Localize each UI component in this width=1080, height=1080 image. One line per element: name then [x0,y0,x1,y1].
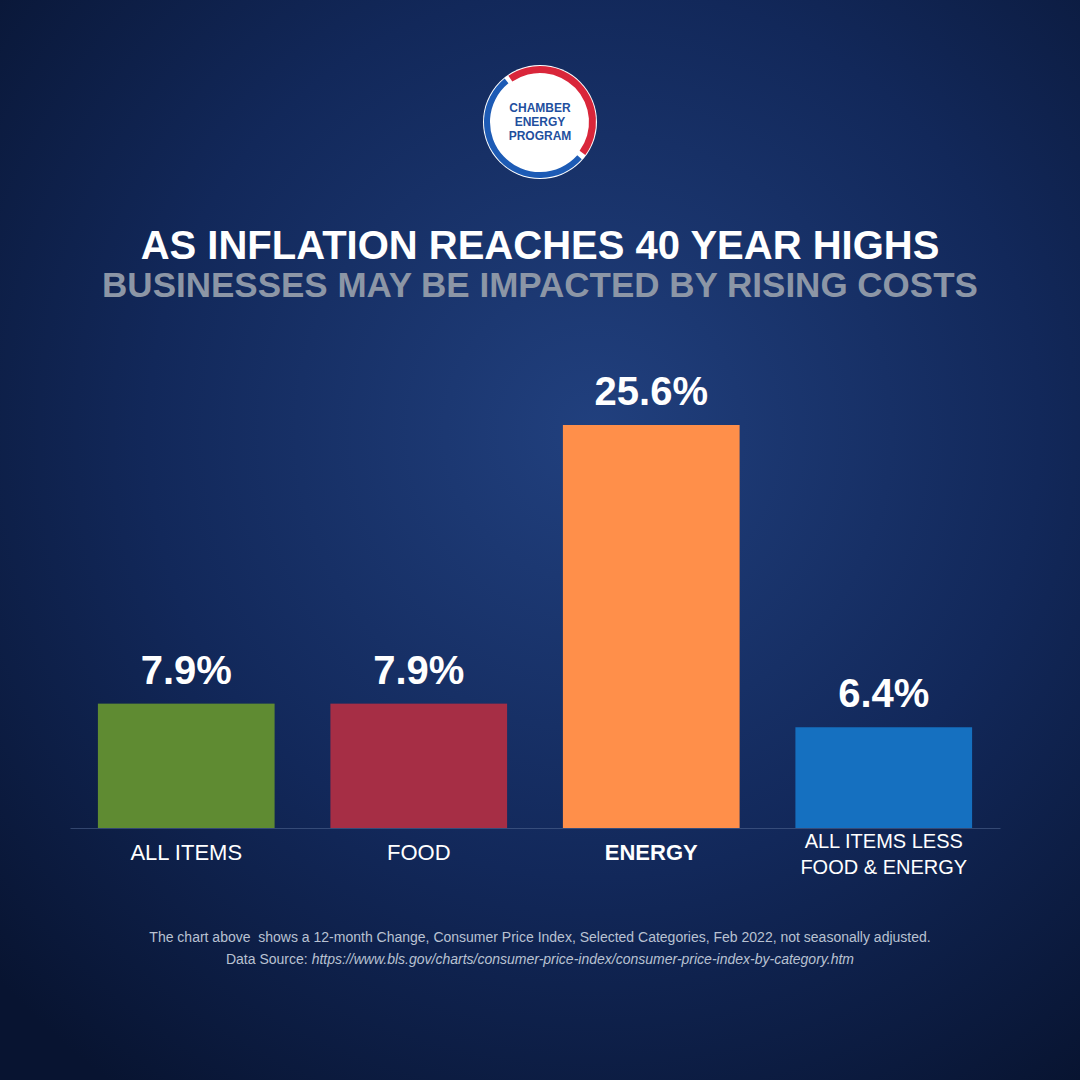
x-tick: ALL ITEMS LESS FOOD & ENERGY [800,828,967,878]
background [0,0,1080,1080]
logo-text: PROGRAM [509,129,572,143]
logo-ring-blue [484,79,582,178]
bar [795,727,972,828]
x-tick-label: ENERGY [605,840,698,865]
title: AS INFLATION REACHES 40 YEAR HIGHS [141,223,940,267]
source-line: Data Source:https://www.bls.gov/charts/c… [226,951,854,967]
data-label: 7.9% [373,648,464,692]
x-tick-label: ALL ITEMS LESS FOOD & ENERGY [800,830,967,878]
subtitle: BUSINESSES MAY BE IMPACTED BY RISING COS… [102,265,978,304]
data-label: 7.9% [141,648,232,692]
logo-ring-red [508,66,596,155]
source-url: https://www.bls.gov/charts/consumer-pric… [312,951,855,967]
footnote: The chart above shows a 12-month Change,… [149,929,930,945]
x-tick-label-line: ALL ITEMS LESS [805,830,963,852]
logo-disc [483,65,597,179]
chart-canvas: CHAMBERENERGYPROGRAMAS INFLATION REACHES… [0,0,1080,1080]
x-tick: ENERGY [605,828,698,865]
logo-text: CHAMBER [509,101,571,115]
x-tick: FOOD [387,828,451,865]
logo-text: ENERGY [515,115,566,129]
source-label: Data Source: [226,951,308,967]
bars [98,425,972,828]
bar [98,704,275,828]
x-tick-label-line: FOOD & ENERGY [800,856,967,878]
bar [330,704,507,828]
data-label: 6.4% [838,671,929,715]
x-tick-label: FOOD [387,840,451,865]
x-axis-line [71,828,1001,829]
logo: CHAMBERENERGYPROGRAM [483,65,597,179]
x-tick-label: ALL ITEMS [130,840,242,865]
data-labels: 7.9% 7.9% 25.6% 6.4% [141,369,930,715]
bar [563,425,740,828]
data-label: 25.6% [595,369,708,413]
x-tick: ALL ITEMS [130,828,242,865]
x-axis: ALL ITEMS FOOD ENERGY ALL ITEMS LESS FOOD & … [71,828,1001,878]
